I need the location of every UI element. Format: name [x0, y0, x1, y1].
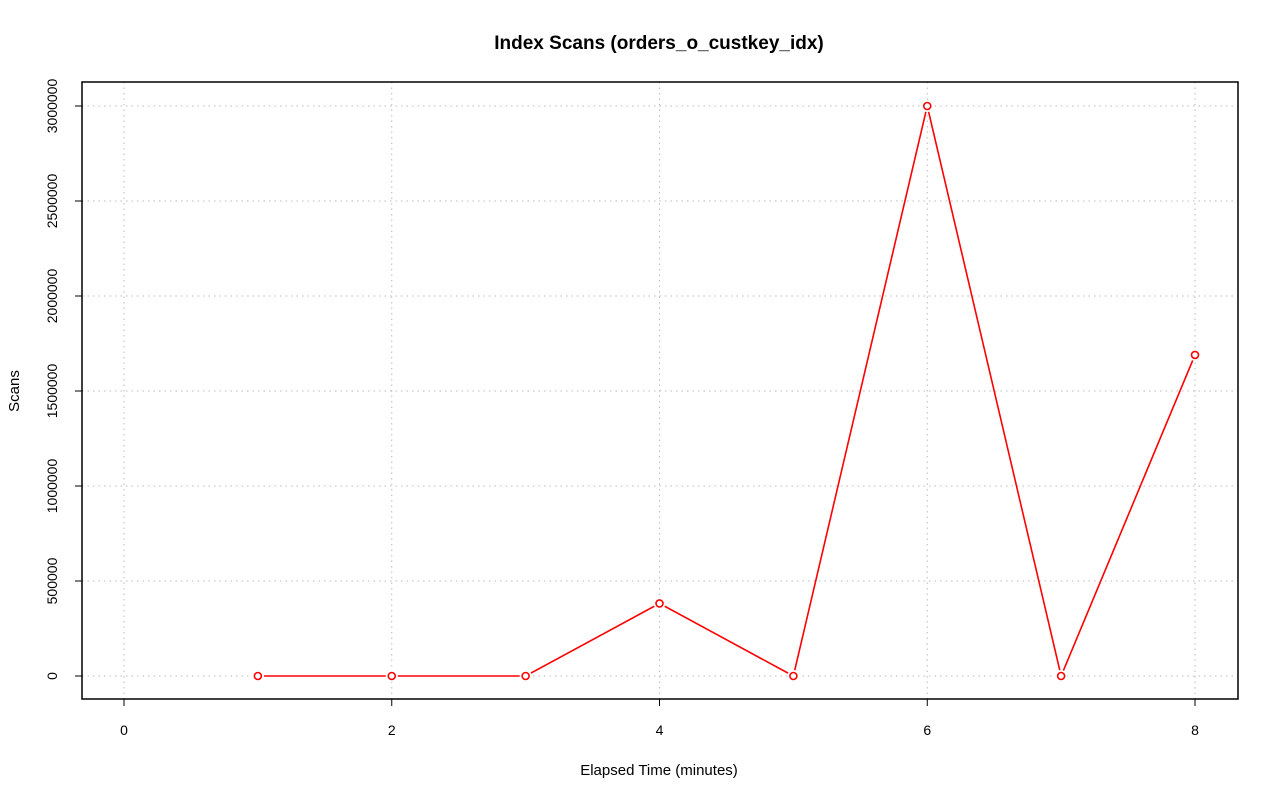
series-line-0	[257, 105, 1196, 679]
y-tick-label-5: 2500000	[44, 174, 60, 229]
x-tick-label-3: 6	[923, 722, 931, 738]
data-point-1	[387, 671, 397, 681]
y-tick-label-0: 0	[44, 672, 60, 680]
y-tick-label-1: 500000	[44, 557, 60, 604]
grid	[82, 82, 1238, 699]
data-point-3	[655, 599, 664, 608]
y-tick-label-6: 3000000	[44, 79, 60, 134]
x-axis-label: Elapsed Time (minutes)	[580, 762, 738, 779]
data-point-5	[922, 101, 932, 111]
y-tick-label-3: 1500000	[44, 364, 60, 419]
data-point-6	[1056, 671, 1066, 681]
data-point-4	[789, 671, 798, 681]
x-axis: 0 2 4 6 8	[120, 699, 1199, 738]
y-axis-label: Scans	[6, 370, 23, 412]
y-tick-label-2: 1000000	[44, 459, 60, 514]
data-point-7	[1190, 350, 1200, 360]
series-layer	[251, 100, 1201, 682]
x-tick-label-4: 8	[1191, 722, 1199, 738]
y-tick-label-4: 2000000	[44, 269, 60, 324]
x-tick-label-2: 4	[656, 722, 664, 738]
chart-title: Index Scans (orders_o_custkey_idx)	[494, 33, 823, 54]
y-axis: 0 500000 1000000 1500000 2000000 2500000 30000…	[44, 79, 82, 680]
x-tick-label-0: 0	[120, 722, 128, 738]
data-point-2	[521, 671, 530, 681]
data-point-0	[253, 671, 263, 681]
x-tick-label-1: 2	[388, 722, 396, 738]
